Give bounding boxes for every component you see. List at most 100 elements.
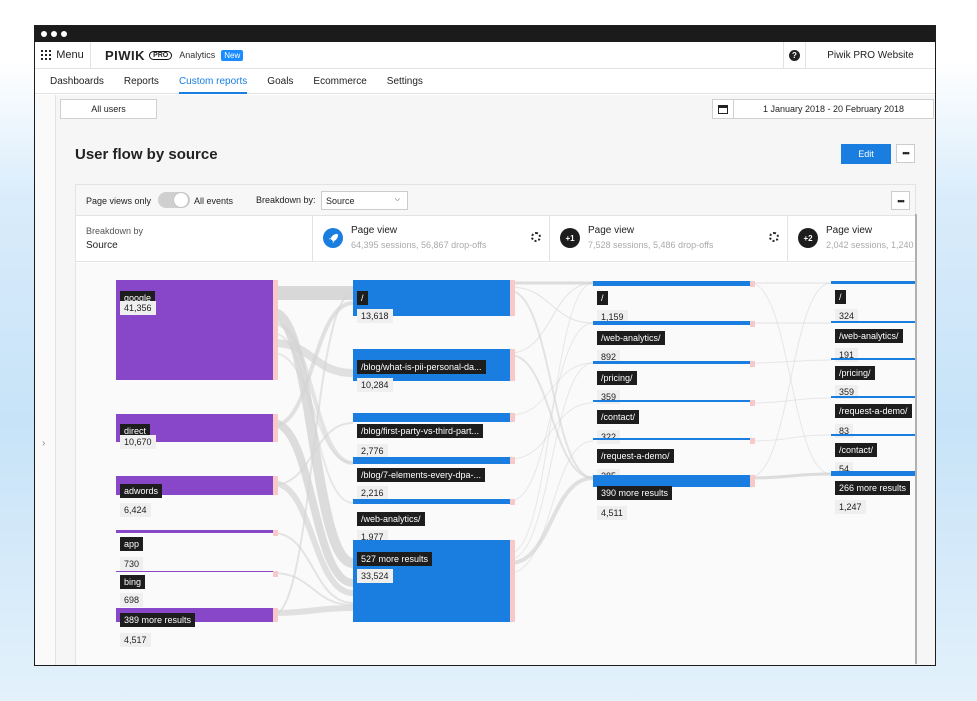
report-more-button[interactable]: ••• (896, 144, 915, 163)
node-label[interactable]: /contact/ (597, 410, 640, 424)
node-label[interactable]: /blog/first-party-vs-third-part... (357, 424, 484, 438)
source-node[interactable] (116, 571, 273, 572)
window-dot[interactable] (51, 31, 57, 37)
dropoff-marker[interactable] (273, 476, 278, 495)
source-node[interactable] (116, 530, 273, 533)
window-dot[interactable] (61, 31, 67, 37)
dropoff-marker[interactable] (750, 438, 755, 444)
flow-link[interactable] (509, 402, 594, 460)
segment-button[interactable]: All users (60, 99, 157, 119)
flow-link[interactable] (509, 286, 594, 324)
node-label[interactable]: bing (120, 575, 146, 589)
node-label[interactable]: / (597, 291, 608, 305)
dropoff-marker[interactable] (273, 571, 278, 577)
flow-node[interactable] (831, 396, 915, 398)
dropoff-marker[interactable] (510, 349, 515, 381)
node-label[interactable]: /pricing/ (597, 371, 637, 385)
dropoff-marker[interactable] (750, 281, 755, 287)
flow-link[interactable] (272, 480, 354, 596)
nav-item-goals[interactable]: Goals (267, 76, 294, 87)
node-label[interactable]: 266 more results (835, 481, 911, 495)
flow-link[interactable] (509, 440, 594, 574)
node-label[interactable]: / (357, 291, 368, 305)
flow-link[interactable] (749, 472, 832, 480)
flow-link[interactable] (272, 605, 354, 616)
nav-item-reports[interactable]: Reports (123, 76, 159, 87)
flow-link[interactable] (272, 292, 354, 616)
node-label[interactable]: direct (120, 424, 151, 438)
flow-node[interactable] (593, 281, 750, 286)
menu-button[interactable]: Menu (35, 41, 91, 69)
dropoff-marker[interactable] (750, 400, 755, 406)
window-dot[interactable] (41, 31, 47, 37)
flow-link[interactable] (271, 308, 355, 568)
flow-link[interactable] (509, 282, 594, 554)
node-label[interactable]: /pricing/ (835, 366, 875, 380)
flow-link[interactable] (509, 322, 594, 502)
node-label[interactable]: /web-analytics/ (835, 329, 903, 343)
flow-node[interactable] (831, 281, 915, 284)
piwik-pro-logo[interactable]: PIWIK PRO Analytics New (105, 48, 244, 63)
dropoff-marker[interactable] (510, 413, 515, 422)
node-label[interactable]: /request-a-demo/ (835, 404, 912, 418)
flow-link[interactable] (272, 332, 354, 504)
flow-link[interactable] (509, 290, 594, 479)
dropoff-marker[interactable] (510, 540, 515, 622)
flow-node[interactable] (353, 499, 510, 504)
node-label[interactable]: /request-a-demo/ (597, 449, 674, 463)
node-label[interactable]: /contact/ (835, 443, 878, 457)
vertical-scrollbar[interactable] (915, 214, 917, 664)
edit-button[interactable]: Edit (841, 144, 891, 164)
nav-item-settings[interactable]: Settings (386, 76, 423, 87)
flow-link[interactable] (509, 282, 594, 354)
node-label[interactable]: app (120, 537, 144, 551)
node-label[interactable]: /blog/what-is-pii-personal-da... (357, 360, 486, 374)
flow-link[interactable] (272, 532, 354, 604)
node-label[interactable]: 389 more results (120, 613, 196, 627)
dropoff-marker[interactable] (750, 361, 755, 367)
flow-link[interactable] (749, 397, 832, 404)
node-label[interactable]: / (835, 290, 846, 304)
node-label[interactable]: /web-analytics/ (357, 512, 425, 526)
flow-node[interactable] (353, 457, 510, 464)
panel-more-button[interactable]: ••• (891, 191, 910, 210)
gear-icon[interactable] (531, 232, 541, 242)
flow-node[interactable] (593, 361, 750, 364)
flow-link[interactable] (509, 362, 594, 416)
help-button[interactable]: ? (783, 42, 805, 69)
flow-node[interactable] (831, 471, 915, 476)
flow-node[interactable] (593, 400, 750, 402)
node-label[interactable]: 527 more results (357, 552, 433, 566)
flow-link[interactable] (509, 362, 594, 560)
dropoff-marker[interactable] (273, 414, 278, 442)
dropoff-marker[interactable] (510, 280, 515, 316)
flow-link[interactable] (272, 321, 354, 465)
flow-link[interactable] (749, 282, 832, 475)
flow-node[interactable] (831, 321, 915, 323)
nav-item-dashboards[interactable]: Dashboards (50, 76, 104, 87)
nav-item-custom-reports[interactable]: Custom reports (178, 69, 248, 94)
node-label[interactable]: adwords (120, 484, 163, 498)
gear-icon[interactable] (769, 232, 779, 242)
flow-node[interactable] (593, 438, 750, 440)
flow-link[interactable] (749, 434, 832, 442)
dropoff-marker[interactable] (273, 280, 278, 380)
flow-link[interactable] (272, 419, 354, 587)
flow-node[interactable] (353, 413, 510, 422)
flow-link[interactable] (749, 359, 832, 364)
chevron-right-icon[interactable]: › (42, 438, 46, 449)
dropoff-marker[interactable] (273, 608, 278, 622)
node-label[interactable]: /web-analytics/ (597, 331, 665, 345)
flow-node[interactable] (831, 358, 915, 360)
flow-node[interactable] (593, 321, 750, 325)
breakdown-select[interactable]: Source ⌵ (321, 191, 408, 210)
flow-link[interactable] (272, 339, 354, 377)
site-selector[interactable]: Piwik PRO Website (805, 42, 935, 69)
events-toggle[interactable] (158, 192, 190, 208)
dropoff-marker[interactable] (750, 321, 755, 327)
flow-link[interactable] (272, 572, 354, 606)
date-range[interactable]: 1 January 2018 - 20 February 2018 (734, 99, 934, 119)
calendar-button[interactable] (712, 99, 734, 119)
flow-link[interactable] (272, 352, 354, 464)
node-label[interactable]: 390 more results (597, 486, 673, 500)
